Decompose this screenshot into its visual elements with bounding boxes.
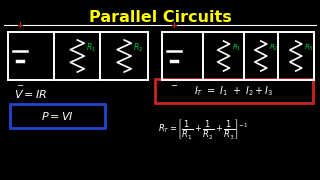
Text: $R_2$: $R_2$: [133, 42, 143, 54]
Text: $I_T\ =\ I_1\ +\ I_2+I_3$: $I_T\ =\ I_1\ +\ I_2+I_3$: [194, 84, 274, 98]
Text: +: +: [171, 21, 178, 30]
Text: $R_1$: $R_1$: [86, 42, 96, 54]
Bar: [10, 104, 105, 128]
Text: $R_3$: $R_3$: [304, 43, 313, 53]
Bar: [155, 79, 313, 103]
Text: −: −: [171, 81, 178, 90]
Text: $P = VI$: $P = VI$: [41, 110, 74, 122]
Text: $R_1$: $R_1$: [232, 43, 241, 53]
Text: $V = IR$: $V = IR$: [14, 88, 47, 100]
Text: $R_T = \left[\dfrac{1}{R_1} + \dfrac{1}{R_2} + \dfrac{1}{R_3}\right]^{-1}$: $R_T = \left[\dfrac{1}{R_1} + \dfrac{1}{…: [158, 118, 249, 142]
Text: Parallel Circuits: Parallel Circuits: [89, 10, 231, 25]
Text: +: +: [17, 21, 23, 30]
Text: −: −: [17, 81, 23, 90]
Text: $R_2$: $R_2$: [269, 43, 278, 53]
